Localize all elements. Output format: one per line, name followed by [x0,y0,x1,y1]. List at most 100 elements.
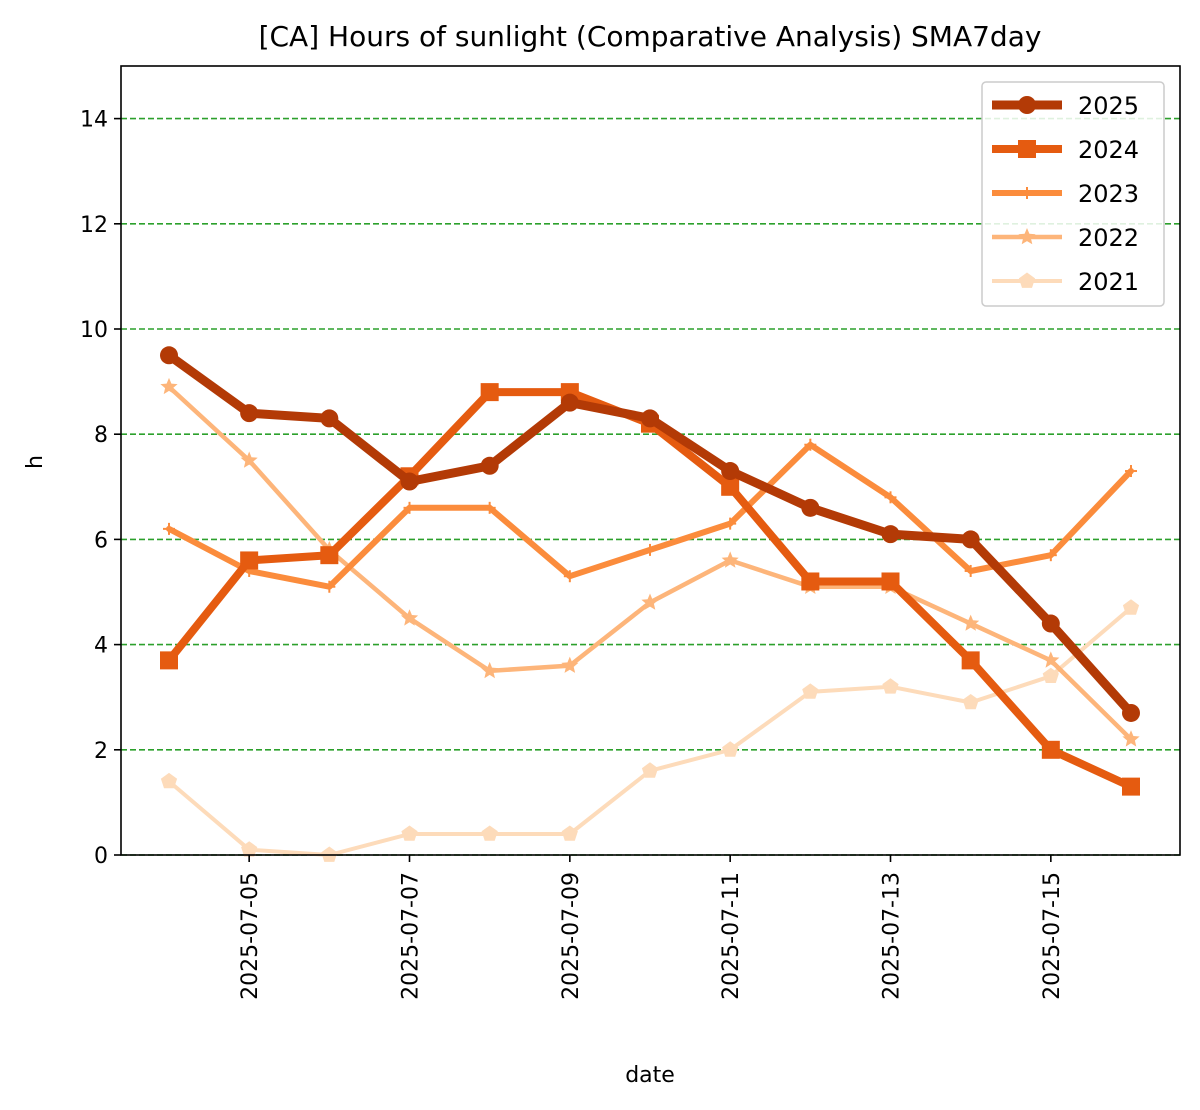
series-2024-point [881,572,900,591]
legend-marker [1021,187,1033,199]
legend-label: 2021 [1078,268,1139,296]
series-2024-point [1041,740,1060,759]
series-2025-point [801,498,820,517]
series-2023-line [166,441,1134,590]
series-2022-line [166,384,1134,742]
series-2023-point [563,570,576,583]
series-2023-point [323,580,336,593]
x-tick-label: 2025-07-05 [238,872,263,1000]
series-2025-point [160,346,178,365]
series-2023-point [1125,465,1137,478]
series-2023-point [483,501,496,514]
series-2022-point [240,451,258,468]
series-2021-point [241,841,258,857]
series-2022-point [481,661,499,679]
legend-item-2025: 2025 [992,92,1139,120]
series-2025-point [1122,703,1140,722]
legend-box [981,81,1165,307]
series-2024-point [801,572,820,591]
series-2023-point [724,517,737,530]
series-2022-point [1122,730,1140,747]
chart-title: [CA] Hours of sunlight (Comparative Anal… [259,20,1042,53]
series-2023 [163,438,1137,593]
series-2025 [160,346,1140,722]
series-2021-point [882,678,899,694]
series-2021-point [722,741,739,757]
legend-label: 2024 [1078,136,1139,164]
series-2025-point [480,456,499,475]
series-2021-point [481,825,498,841]
series-2021-point [1042,667,1059,683]
series-2022-point [641,593,659,610]
series-2024-point [480,383,499,402]
series-2022-point [561,656,579,673]
y-tick-label: 10 [80,318,108,343]
x-tick-label: 2025-07-07 [399,872,424,1000]
series-2023-point [163,522,175,535]
series-2025-point [961,530,980,549]
series-2023-point [644,543,656,556]
x-tick-label: 2025-07-13 [880,872,905,1000]
series-2024-point [160,651,178,670]
series-2025-point [641,409,659,428]
series-2022-point [400,609,419,626]
series-2021-point [1122,599,1140,615]
series-2021 [160,599,1140,862]
legend: 2025 2024 2023 2022 2021 [981,81,1165,307]
series-2024-point [240,551,259,570]
series-2024-point [320,546,339,565]
x-axis-label: date [625,1063,675,1088]
legend-label: 2023 [1078,180,1139,208]
series-2022-point [962,614,980,631]
legend-marker [1018,272,1036,288]
series-2022-point [1042,651,1060,668]
series-2024-point [961,651,980,670]
plot-frame [120,65,1181,856]
x-tick-label: 2025-07-11 [719,872,744,1000]
y-tick-label: 14 [80,108,108,133]
series-2021-point [962,694,979,710]
series-2021-point [802,683,819,699]
series-layer [160,346,1140,862]
legend-item-2022: 2022 [992,224,1139,252]
series-2025-point [721,462,740,481]
series-2024-line [165,388,1135,791]
y-tick-label: 0 [94,844,108,869]
series-2021-point [160,772,178,789]
series-2023-point [804,438,817,451]
y-tick-label: 2 [94,739,108,764]
series-2025-point [560,393,579,412]
y-axis: 0 2 4 6 8 10 12 14 [80,108,121,869]
series-2025-point [400,472,419,491]
series-2024 [160,383,1140,796]
legend-item-2021: 2021 [992,268,1139,296]
x-tick-label: 2025-07-09 [559,872,584,1000]
series-2023-point [964,564,977,577]
y-axis-label: h [23,455,48,469]
series-2021-point [641,762,659,778]
legend-marker [1018,228,1036,245]
series-2024-point [1122,777,1140,796]
series-2025-point [1041,614,1060,633]
y-tick-label: 12 [80,213,108,238]
x-axis: 2025-07-05 2025-07-07 2025-07-09 2025-07-11… [238,855,1065,1000]
legend-item-2024: 2024 [992,136,1139,164]
series-2023-point [884,491,897,504]
series-2023-point [1044,549,1057,562]
y-tick-label: 6 [94,528,108,553]
legend-item-2023: 2023 [992,180,1139,208]
series-2022-point [160,377,178,395]
series-2025-point [881,525,900,544]
series-2023-point [403,501,416,514]
series-2025-point [320,409,339,428]
series-2025-point [240,404,259,423]
legend-marker [1018,140,1036,158]
y-tick-label: 4 [94,634,108,659]
series-2021-point [561,825,578,841]
y-tick-label: 8 [94,423,108,448]
series-2024-point [721,477,740,496]
x-tick-label: 2025-07-15 [1040,872,1065,1000]
legend-label: 2025 [1078,92,1139,120]
legend-marker [1018,96,1036,114]
